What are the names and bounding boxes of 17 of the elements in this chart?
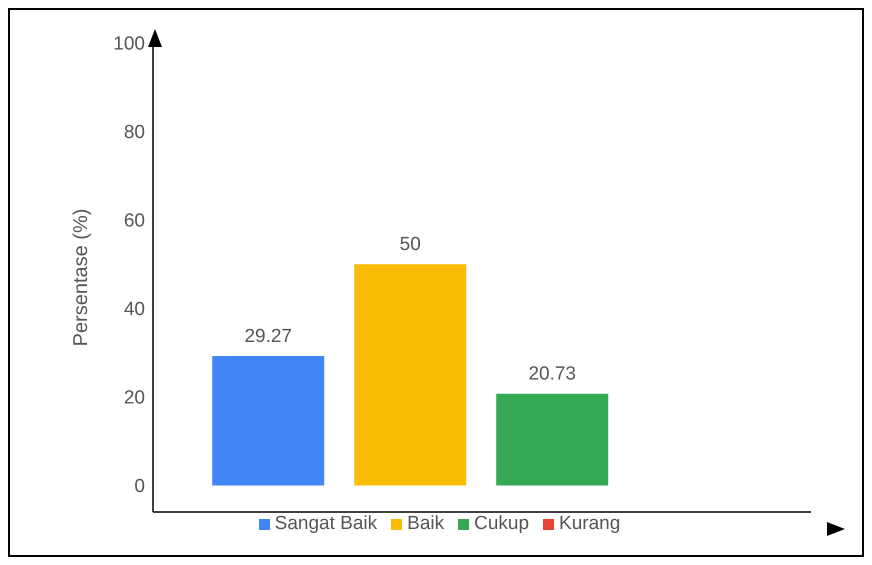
y-tick-label: 20 — [124, 388, 145, 409]
data-label: 50 — [400, 234, 421, 256]
legend-label: Baik — [406, 513, 444, 535]
legend-label: Cukup — [473, 513, 530, 535]
bar — [212, 356, 324, 486]
legend-label: Kurang — [558, 513, 620, 535]
y-tick-label: 80 — [124, 122, 145, 144]
y-tick-label: 40 — [124, 299, 145, 320]
data-label: 29.27 — [244, 326, 292, 347]
legend-label: Sangat Baik — [274, 513, 378, 535]
data-label: 20.73 — [528, 364, 576, 385]
y-tick-label: 60 — [124, 210, 145, 232]
y-tick-label: 0 — [134, 476, 145, 498]
y-axis-title: Persentase (%) — [70, 208, 92, 346]
y-tick-label: 100 — [113, 34, 145, 55]
bar — [354, 264, 466, 486]
bar — [496, 394, 608, 486]
